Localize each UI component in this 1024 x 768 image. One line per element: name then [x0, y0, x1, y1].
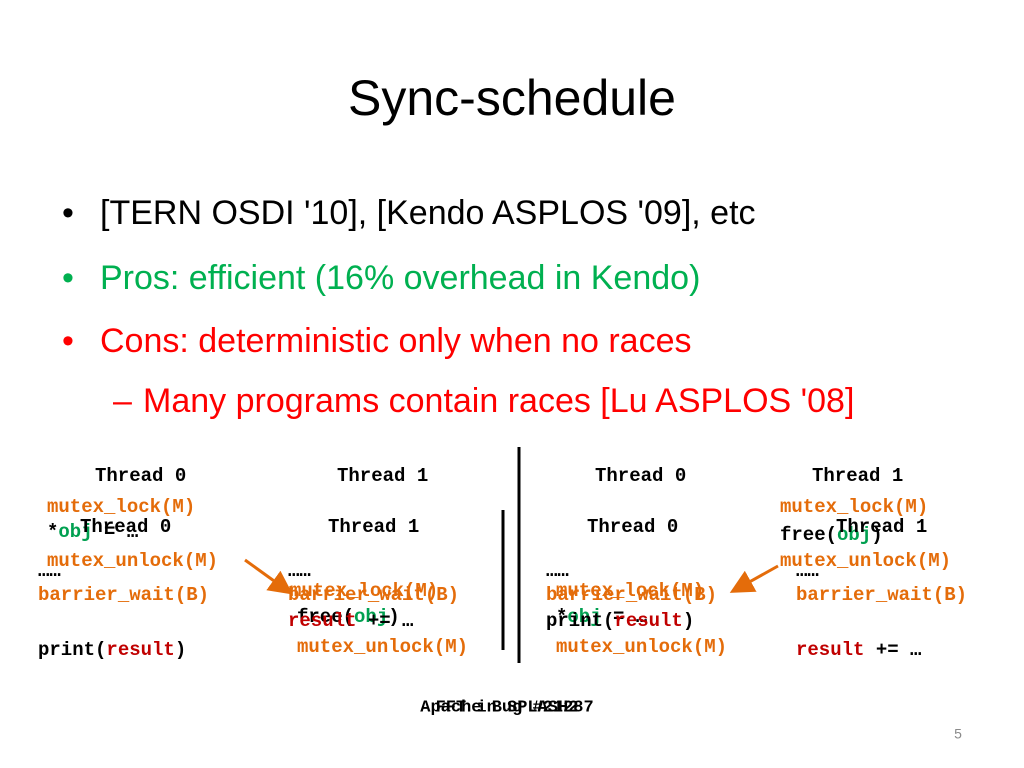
code-token: ): [175, 639, 186, 661]
code-token: Thread 0: [80, 516, 171, 538]
code-line: mutex_lock(M): [47, 496, 195, 518]
code-line: result += …: [796, 639, 921, 661]
code-token: obj: [58, 521, 92, 543]
bullet-text: Pros: efficient (16% overhead in Kendo): [100, 259, 700, 297]
code-line: mutex_unlock(M): [780, 550, 951, 572]
code-line: free(obj): [297, 606, 400, 628]
code-token: ……: [38, 560, 61, 582]
code-token: mutex_lock(M): [290, 580, 438, 602]
code-token: mutex_unlock(M): [297, 636, 468, 658]
code-line: mutex_unlock(M): [556, 636, 727, 658]
code-token: mutex_unlock(M): [47, 550, 218, 572]
code-token: = …: [602, 606, 648, 628]
code-token: += …: [864, 639, 921, 661]
code-token: obj: [354, 606, 388, 628]
code-line: mutex_lock(M): [556, 580, 704, 602]
code-token: free(: [297, 606, 354, 628]
code-token: += …: [356, 610, 413, 632]
code-line: ……: [38, 560, 61, 582]
code-token: mutex_lock(M): [780, 496, 928, 518]
slide-title: Sync-schedule: [348, 70, 676, 126]
code-token: barrier_wait(B): [288, 584, 459, 606]
code-line: ……: [796, 560, 819, 582]
code-token: Thread 0: [95, 465, 186, 487]
code-line: mutex_lock(M): [780, 496, 928, 518]
code-token: ……: [546, 560, 569, 582]
code-token: mutex_unlock(M): [556, 636, 727, 658]
code-line: Thread 0: [80, 516, 171, 538]
code-token: barrier_wait(B): [796, 584, 967, 606]
code-token: obj: [837, 524, 871, 546]
sub-bullet-marker: –: [113, 382, 132, 420]
code-line: Thread 0: [595, 465, 686, 487]
code-token: print(: [546, 610, 614, 632]
code-line: ……: [546, 560, 569, 582]
code-line: print(result): [546, 610, 694, 632]
code-line: barrier_wait(B): [38, 584, 209, 606]
code-token: *: [556, 606, 567, 628]
code-token: Thread 1: [812, 465, 903, 487]
code-token: result: [106, 639, 174, 661]
bullet-marker: •: [62, 322, 74, 360]
code-line: Thread 1: [328, 516, 419, 538]
code-token: *: [47, 521, 58, 543]
code-token: Thread 0: [595, 465, 686, 487]
code-line: ……: [288, 560, 311, 582]
code-token: obj: [567, 606, 601, 628]
code-token: ……: [796, 560, 819, 582]
code-token: result: [288, 610, 356, 632]
arrow: [244, 558, 293, 595]
code-line: Thread 0: [587, 516, 678, 538]
code-token: barrier_wait(B): [38, 584, 209, 606]
code-line: Thread 0: [95, 465, 186, 487]
code-token: result: [614, 610, 682, 632]
code-line: free(obj): [780, 524, 883, 546]
code-token: ): [683, 610, 694, 632]
code-line: mutex_unlock(M): [297, 636, 468, 658]
code-line: barrier_wait(B): [546, 584, 717, 606]
bullet-marker: •: [62, 259, 74, 297]
code-line: mutex_unlock(M): [47, 550, 218, 572]
code-token: Thread 0: [587, 516, 678, 538]
code-token: Thread 1: [328, 516, 419, 538]
code-line: barrier_wait(B): [288, 584, 459, 606]
code-token: barrier_wait(B): [546, 584, 717, 606]
code-token: mutex_unlock(M): [780, 550, 951, 572]
code-line: Thread 1: [836, 516, 927, 538]
bullet-text: Cons: deterministic only when no races: [100, 322, 692, 360]
code-line: print(result): [38, 639, 186, 661]
code-token: result: [796, 639, 864, 661]
code-line: Thread 1: [812, 465, 903, 487]
code-token: mutex_lock(M): [47, 496, 195, 518]
code-token: Thread 1: [337, 465, 428, 487]
bullet-text: [TERN OSDI '10], [Kendo ASPLOS '09], etc: [100, 194, 756, 232]
code-token: ): [388, 606, 399, 628]
code-token: print(: [38, 639, 106, 661]
code-token: free(: [780, 524, 837, 546]
caption: Apache Bug #21287: [420, 698, 593, 717]
code-token: = …: [93, 521, 139, 543]
code-token: ): [871, 524, 882, 546]
caption: FFT in SPLASH2: [436, 698, 579, 717]
code-token: ……: [288, 560, 311, 582]
code-line: *obj = …: [47, 521, 138, 543]
code-token: Thread 1: [836, 516, 927, 538]
code-line: Thread 1: [337, 465, 428, 487]
code-line: barrier_wait(B): [796, 584, 967, 606]
sub-bullet-text: Many programs contain races [Lu ASPLOS '…: [143, 382, 854, 420]
code-token: mutex_lock(M): [556, 580, 704, 602]
arrow: [729, 564, 779, 593]
bullet-marker: •: [62, 194, 74, 232]
page-number: 5: [954, 726, 962, 742]
code-line: result += …: [288, 610, 413, 632]
code-line: mutex_lock(M): [290, 580, 438, 602]
code-line: *obj = …: [556, 606, 647, 628]
